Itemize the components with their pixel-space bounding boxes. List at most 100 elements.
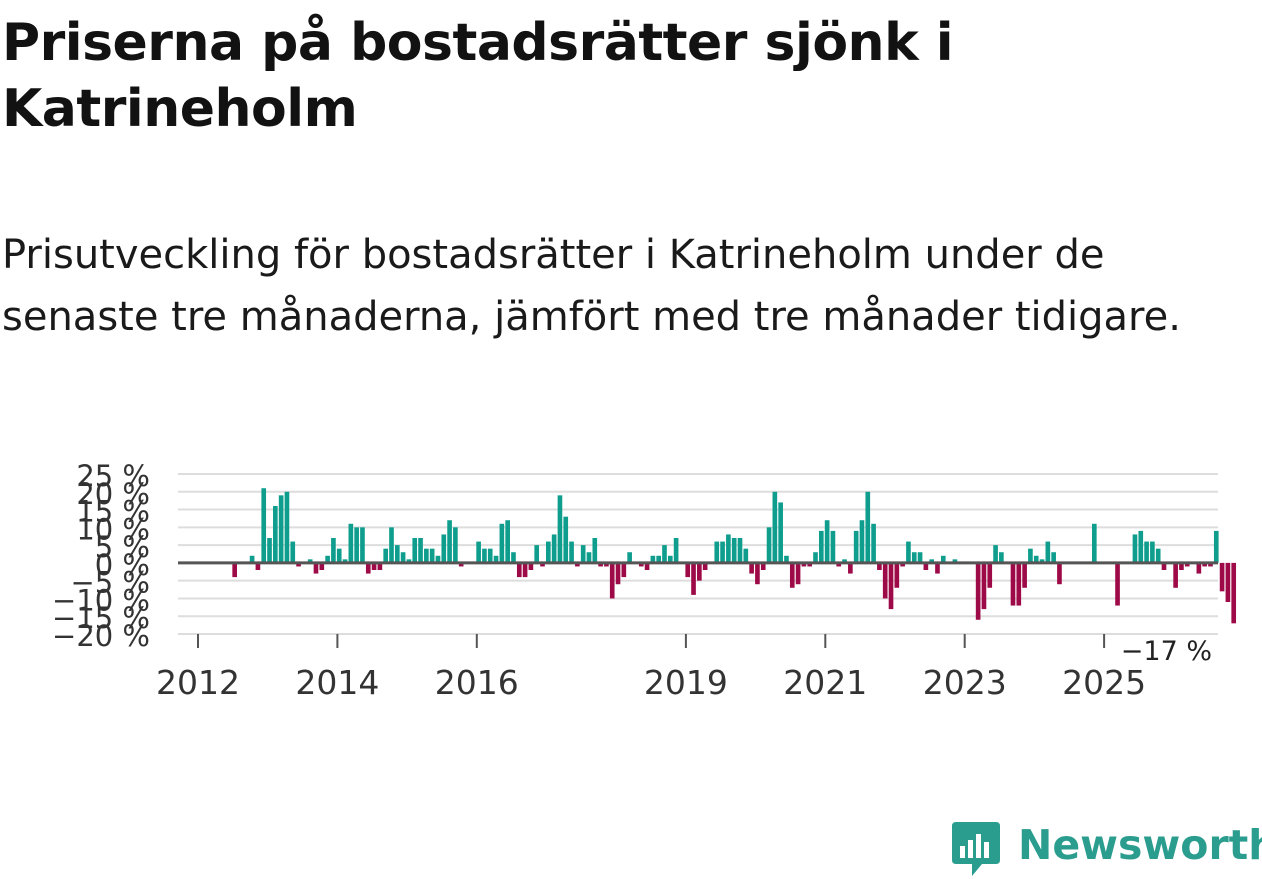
bar (894, 562, 900, 588)
y-tick-label: −5 % (70, 566, 150, 600)
axis-layer (178, 561, 1218, 648)
bar (906, 541, 911, 563)
bar (1144, 541, 1149, 563)
bar (987, 562, 993, 588)
bar (290, 541, 296, 563)
x-tick-label: 2016 (435, 663, 519, 702)
bar (830, 530, 836, 563)
bar (952, 559, 958, 563)
bar (383, 548, 389, 563)
bar (691, 562, 696, 595)
bar (766, 527, 772, 563)
bar (557, 495, 563, 563)
bar (1016, 562, 1022, 606)
bar (267, 538, 272, 563)
bar (458, 562, 464, 567)
bar (1208, 562, 1213, 567)
bar (813, 552, 818, 563)
bar (377, 562, 383, 570)
bar (534, 545, 540, 563)
bar (476, 541, 481, 563)
bar (760, 562, 766, 570)
bar (784, 555, 789, 563)
bar (284, 491, 290, 563)
bar (482, 548, 487, 563)
bar (371, 562, 377, 570)
bar (313, 562, 319, 574)
chart-subtitle: Prisutveckling för bostadsrätter i Katri… (2, 232, 1181, 340)
bar (1045, 541, 1051, 563)
bar (702, 562, 708, 570)
bar (1115, 562, 1120, 606)
bar (342, 559, 348, 563)
x-tick-label: 2025 (1062, 663, 1146, 702)
bar (673, 538, 679, 563)
bar (836, 562, 842, 567)
bar (917, 552, 923, 563)
bar (1161, 562, 1167, 570)
bar (1091, 523, 1097, 563)
bar (859, 520, 865, 563)
bar (429, 548, 435, 563)
bar (418, 538, 423, 563)
bar (743, 548, 749, 563)
bar (656, 555, 662, 563)
last-value-label: −17 % (1121, 636, 1212, 667)
bar (604, 562, 609, 567)
bar (511, 552, 516, 563)
bar (772, 491, 778, 563)
bar (453, 527, 458, 563)
bar (1051, 552, 1056, 563)
bar (586, 552, 592, 563)
bar (749, 562, 754, 574)
bar (325, 555, 330, 563)
x-tick-label: 2019 (644, 663, 728, 702)
chart-title: Priserna på bostadsrätter sjönk i Katrin… (2, 13, 954, 139)
newsworthy-logo-icon (952, 822, 1000, 876)
bar (406, 559, 412, 563)
bar (493, 555, 499, 563)
bar (441, 534, 447, 563)
bar (935, 562, 940, 574)
bar (882, 562, 888, 599)
bar (1022, 562, 1027, 588)
bar (522, 562, 528, 578)
x-tick-label: 2014 (295, 663, 379, 702)
bar (714, 541, 720, 563)
bar (638, 562, 644, 567)
bar (575, 562, 580, 567)
y-tick-label: 20 % (76, 477, 150, 511)
bar (795, 562, 801, 585)
bar (331, 538, 336, 563)
bar (354, 527, 359, 563)
bar (737, 538, 743, 563)
bar (516, 562, 522, 578)
y-tick-label: 25 % (76, 459, 150, 493)
bar (1219, 562, 1225, 592)
newsworthy-logo[interactable]: Newsworthy (950, 818, 1262, 878)
bar (307, 559, 313, 563)
bar (697, 562, 702, 581)
bar (546, 541, 551, 563)
bar (1173, 562, 1178, 588)
bar (853, 530, 859, 563)
bar (848, 562, 853, 574)
bar (609, 562, 615, 599)
bar (615, 562, 621, 585)
bar (789, 562, 795, 588)
bar (232, 562, 237, 578)
bar (1150, 541, 1155, 563)
bar (1010, 562, 1016, 606)
bar (824, 520, 830, 563)
bar (755, 562, 760, 585)
bar (650, 555, 656, 563)
bar (1213, 530, 1219, 563)
bar (940, 555, 946, 563)
bar (871, 523, 876, 563)
bar (1225, 562, 1231, 602)
bar (1184, 562, 1190, 567)
bar (1155, 548, 1161, 563)
bar (999, 552, 1004, 563)
bar (975, 562, 981, 620)
bar (1138, 530, 1144, 563)
